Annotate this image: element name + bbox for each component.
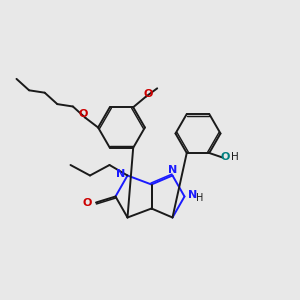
Text: O: O — [143, 89, 153, 99]
Text: O: O — [83, 197, 92, 208]
Text: N: N — [116, 169, 125, 179]
Text: O: O — [220, 152, 230, 162]
Text: N: N — [169, 165, 178, 175]
Text: O: O — [78, 109, 88, 119]
Text: H: H — [196, 193, 204, 203]
Text: N: N — [188, 190, 197, 200]
Text: H: H — [231, 152, 239, 162]
